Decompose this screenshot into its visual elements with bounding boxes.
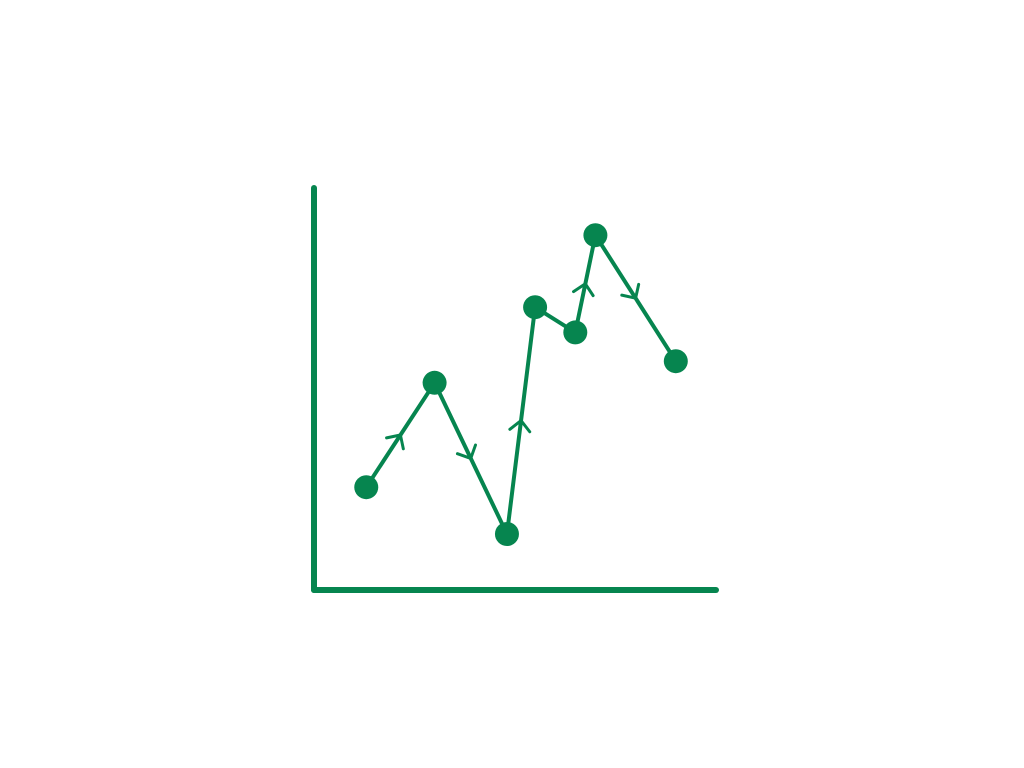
data-point [583, 223, 608, 248]
data-point [422, 370, 447, 395]
data-point [494, 522, 519, 546]
data-point [354, 475, 379, 500]
data-point [523, 295, 548, 320]
data-point [663, 349, 688, 374]
data-point [563, 320, 588, 345]
direction-arrow [385, 433, 405, 451]
direction-arrow [508, 419, 532, 434]
direction-arrow [572, 282, 595, 298]
direction-arrow [620, 282, 641, 300]
series-lines [364, 233, 678, 536]
direction-arrow [455, 443, 477, 460]
direction-arrows [385, 282, 641, 460]
data-points [354, 223, 688, 546]
